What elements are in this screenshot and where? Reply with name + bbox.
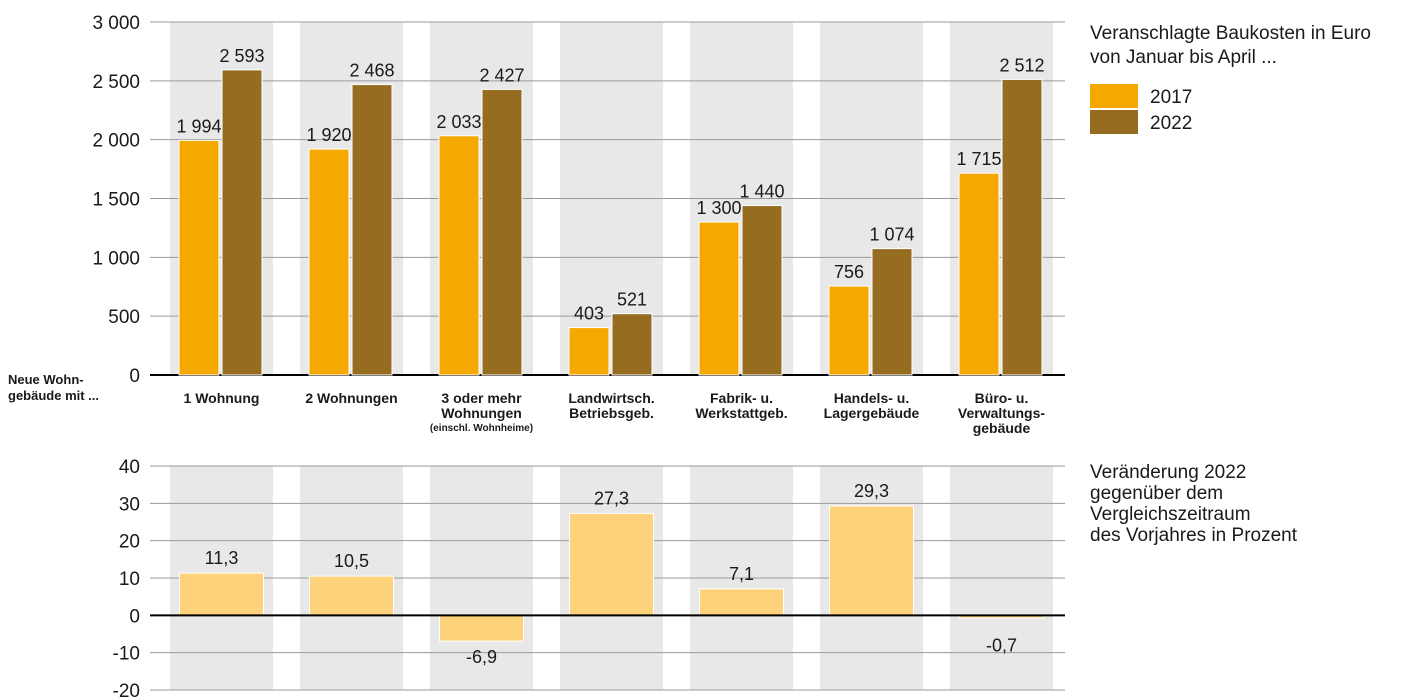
change-value-label-4: 7,1 bbox=[729, 564, 754, 584]
bottom-y-tick-label: -10 bbox=[113, 644, 140, 665]
top-chart-categories: 1 Wohnung 2 Wohnungen 3 oder mehrWohnungen… bbox=[184, 390, 1046, 436]
bottom-y-tick-label: 40 bbox=[119, 457, 140, 478]
value-label-2022-2: 2 427 bbox=[479, 65, 524, 85]
top-y-tick-label: 2 000 bbox=[92, 131, 140, 152]
change-bar-2 bbox=[439, 614, 524, 642]
bottom-legend-line1: Veränderung 2022 bbox=[1090, 462, 1246, 483]
bar-2022-0 bbox=[221, 69, 263, 376]
side-label-line1: Neue Wohn- bbox=[8, 372, 84, 387]
bar-2022-6 bbox=[1001, 78, 1043, 376]
category-label: Landwirtsch. bbox=[568, 390, 654, 406]
legend-title-line1: Veranschlagte Baukosten in Euro bbox=[1090, 23, 1371, 44]
bottom-legend-line3: Vergleichszeitraum bbox=[1090, 504, 1251, 525]
change-value-label-6: -0,7 bbox=[986, 635, 1017, 655]
top-chart-bars: 1 994 1 920 2 033 403 1 300 756 1 715 2 593 2 46… bbox=[176, 46, 1045, 376]
top-y-tick-label: 3 000 bbox=[92, 13, 140, 34]
change-value-label-0: 11,3 bbox=[205, 548, 239, 568]
category-label: gebäude bbox=[973, 420, 1031, 436]
change-bar-4 bbox=[699, 588, 784, 616]
category-label: 2 Wohnungen bbox=[305, 390, 397, 406]
change-value-label-5: 29,3 bbox=[854, 481, 889, 501]
change-bar-5 bbox=[829, 505, 914, 616]
change-bar-3 bbox=[569, 512, 654, 616]
value-label-2017-6: 1 715 bbox=[956, 149, 1001, 169]
value-label-2017-0: 1 994 bbox=[176, 116, 221, 136]
change-value-label-2: -6,9 bbox=[466, 647, 497, 667]
change-bar-0 bbox=[179, 572, 264, 616]
bottom-chart-y-ticks: -20 -10 0 10 20 30 40 bbox=[113, 457, 140, 699]
category-label: 3 oder mehr bbox=[441, 390, 522, 406]
top-y-tick-label: 500 bbox=[108, 307, 140, 328]
category-label: Betriebsgeb. bbox=[569, 405, 654, 421]
legend-title-line2: von Januar bis April ... bbox=[1090, 47, 1277, 68]
value-label-2022-6: 2 512 bbox=[999, 55, 1044, 75]
value-label-2017-3: 403 bbox=[574, 304, 604, 324]
bar-2017-1 bbox=[308, 148, 350, 376]
bar-2017-0 bbox=[178, 139, 220, 376]
value-label-2022-0: 2 593 bbox=[219, 46, 264, 66]
bar-2017-3 bbox=[568, 327, 610, 376]
change-value-label-3: 27,3 bbox=[594, 488, 629, 508]
legend-swatch-2017 bbox=[1090, 84, 1138, 108]
side-label-line2: gebäude mit ... bbox=[8, 388, 99, 403]
category-label: Werkstattgeb. bbox=[695, 405, 787, 421]
bottom-y-tick-label: 0 bbox=[129, 606, 140, 627]
bar-2022-2 bbox=[481, 88, 523, 376]
bar-2022-5 bbox=[871, 248, 913, 376]
value-label-2022-4: 1 440 bbox=[739, 182, 784, 202]
category-label: Fabrik- u. bbox=[710, 390, 773, 406]
bottom-legend-line2: gegenüber dem bbox=[1090, 483, 1223, 504]
value-label-2022-1: 2 468 bbox=[349, 61, 394, 81]
change-bar-1 bbox=[309, 575, 394, 616]
top-y-tick-label: 1 500 bbox=[92, 190, 140, 211]
value-label-2017-5: 756 bbox=[834, 262, 864, 282]
category-label: Wohnungen bbox=[441, 405, 522, 421]
bar-2022-3 bbox=[611, 313, 653, 376]
top-legend: Veranschlagte Baukosten in Euro von Janu… bbox=[1090, 23, 1371, 134]
value-label-2022-5: 1 074 bbox=[869, 225, 914, 245]
category-sublabel: (einschl. Wohnheime) bbox=[430, 423, 533, 434]
bar-2017-5 bbox=[828, 285, 870, 376]
category-label: Büro- u. bbox=[975, 390, 1029, 406]
bottom-y-tick-label: 20 bbox=[119, 532, 140, 553]
legend-label-2022: 2022 bbox=[1150, 113, 1192, 134]
value-label-2017-2: 2 033 bbox=[436, 112, 481, 132]
bar-2017-4 bbox=[698, 221, 740, 376]
bottom-legend: Veränderung 2022 gegenüber dem Vergleich… bbox=[1090, 462, 1298, 546]
legend-label-2017: 2017 bbox=[1150, 87, 1192, 108]
bottom-y-tick-label: 10 bbox=[119, 569, 140, 590]
bar-2017-2 bbox=[438, 135, 480, 376]
top-y-tick-label: 1 000 bbox=[92, 248, 140, 269]
bottom-legend-line4: des Vorjahres in Prozent bbox=[1090, 525, 1298, 546]
top-chart-y-ticks: 0 500 1 000 1 500 2 000 2 500 3 000 bbox=[92, 13, 140, 387]
category-label: 1 Wohnung bbox=[184, 390, 260, 406]
top-y-tick-label: 2 500 bbox=[92, 72, 140, 93]
bottom-y-tick-label: 30 bbox=[119, 494, 140, 515]
value-label-2017-1: 1 920 bbox=[306, 125, 351, 145]
change-value-label-1: 10,5 bbox=[334, 551, 369, 571]
value-label-2022-3: 521 bbox=[617, 290, 647, 310]
category-label: Verwaltungs- bbox=[958, 405, 1045, 421]
bar-2022-4 bbox=[741, 205, 783, 376]
bottom-chart-bars: 11,3 10,5 -6,9 27,3 7,1 29,3 -0,7 bbox=[150, 481, 1065, 667]
bar-2022-1 bbox=[351, 84, 393, 376]
top-y-tick-label: 0 bbox=[129, 366, 140, 387]
bottom-y-tick-label: -20 bbox=[113, 681, 140, 699]
bar-2017-6 bbox=[958, 172, 1000, 376]
category-label: Handels- u. bbox=[834, 390, 909, 406]
legend-swatch-2022 bbox=[1090, 110, 1138, 134]
category-label: Lagergebäude bbox=[824, 405, 920, 421]
value-label-2017-4: 1 300 bbox=[696, 198, 741, 218]
